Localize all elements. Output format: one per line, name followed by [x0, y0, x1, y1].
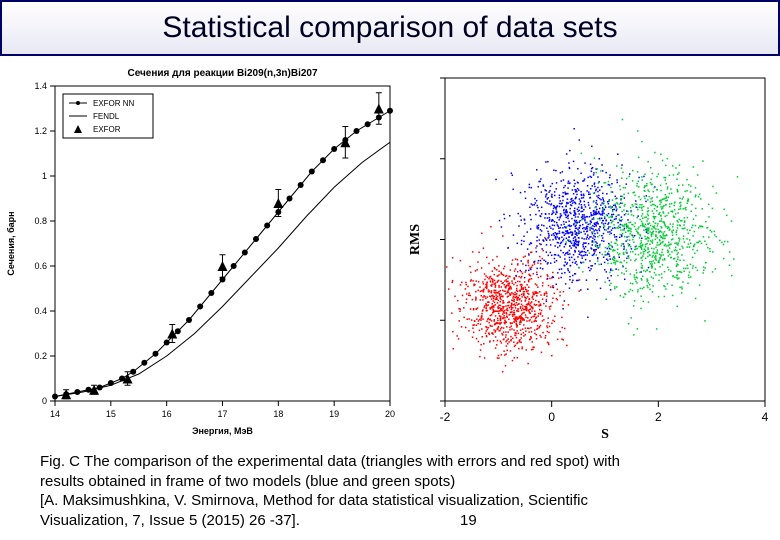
svg-text:0.8: 0.8 — [34, 216, 47, 226]
page-number: 19 — [460, 511, 477, 531]
svg-text:0.6: 0.6 — [34, 261, 47, 271]
caption-line: Fig. C The comparison of the experimenta… — [40, 452, 740, 472]
caption-line: [A. Maksimushkina, V. Smirnova, Method f… — [40, 491, 740, 511]
svg-text:-2: -2 — [440, 410, 451, 424]
caption-line: Visualization, 7, Issue 5 (2015) 26 -37]… — [40, 512, 300, 529]
svg-text:RMS: RMS — [408, 224, 423, 255]
scatter-chart: -2 0 2 4 S RMS — [405, 56, 780, 446]
caption-line: results obtained in frame of two models … — [40, 472, 740, 492]
svg-text:0: 0 — [548, 410, 555, 424]
svg-text:1: 1 — [42, 171, 47, 181]
svg-text:0: 0 — [42, 396, 47, 406]
svg-text:18: 18 — [273, 409, 283, 419]
svg-text:EXFOR: EXFOR — [93, 125, 121, 134]
svg-text:FENDL: FENDL — [93, 112, 120, 121]
svg-text:2: 2 — [655, 410, 662, 424]
svg-text:19: 19 — [329, 409, 339, 419]
svg-text:1.2: 1.2 — [34, 126, 47, 136]
svg-text:17: 17 — [217, 409, 227, 419]
svg-text:Сечения, барн: Сечения, барн — [6, 211, 16, 275]
svg-text:0.4: 0.4 — [34, 306, 47, 316]
svg-text:16: 16 — [162, 409, 172, 419]
line-chart: 14 15 16 17 18 19 20 0 0.2 0.4 0.6 0.8 1 1.2 1.4 Сечени… — [0, 56, 405, 446]
svg-text:14: 14 — [50, 409, 60, 419]
svg-text:Энергия, МэВ: Энергия, МэВ — [192, 426, 253, 436]
svg-text:Сечения для реакции Bi209(n,3n: Сечения для реакции Bi209(n,3n)Bi207 — [127, 68, 317, 79]
svg-text:EXFOR NN: EXFOR NN — [93, 99, 135, 108]
svg-text:1.4: 1.4 — [34, 81, 47, 91]
title-bar: Statistical comparison of data sets — [0, 0, 780, 56]
svg-text:0.2: 0.2 — [34, 351, 47, 361]
svg-text:4: 4 — [762, 410, 769, 424]
svg-text:S: S — [601, 427, 609, 442]
page-title: Statistical comparison of data sets — [162, 11, 617, 45]
caption: Fig. C The comparison of the experimenta… — [40, 452, 740, 530]
svg-text:20: 20 — [385, 409, 395, 419]
svg-text:15: 15 — [106, 409, 116, 419]
charts-container: 1415161718192000.20.40.60.811.21.4Сечени… — [0, 56, 780, 446]
